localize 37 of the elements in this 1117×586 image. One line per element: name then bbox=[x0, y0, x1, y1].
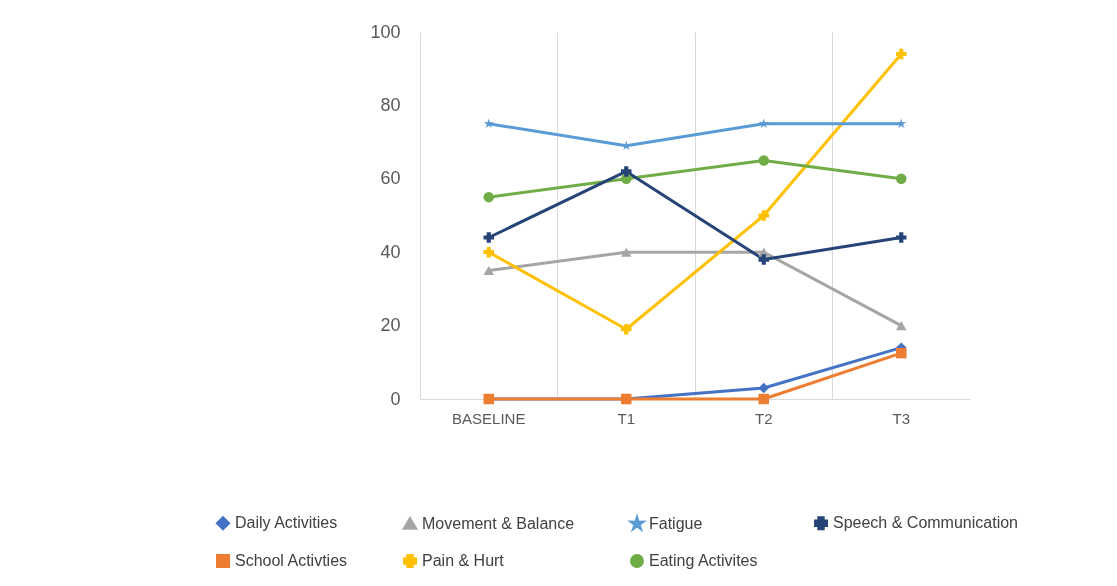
legend-label: Pain & Hurt bbox=[422, 552, 505, 569]
x-tick-label: T2 bbox=[754, 409, 773, 427]
point bbox=[483, 118, 494, 128]
y-tick-label: 100 bbox=[370, 21, 401, 42]
legend-label: Eating Activites bbox=[649, 552, 758, 569]
point bbox=[896, 232, 907, 243]
y-tick-label: 80 bbox=[380, 94, 401, 115]
point bbox=[483, 246, 494, 258]
legend-label: Daily Activities bbox=[235, 514, 338, 532]
point bbox=[758, 393, 769, 405]
point bbox=[621, 247, 632, 257]
point bbox=[483, 232, 494, 243]
point bbox=[896, 48, 907, 60]
point bbox=[758, 210, 769, 221]
legend-label: Speech & Communication bbox=[833, 514, 1018, 532]
point bbox=[483, 191, 494, 203]
point bbox=[896, 173, 907, 185]
point bbox=[621, 166, 632, 177]
point bbox=[758, 254, 769, 265]
legend-label: Fatigue bbox=[649, 514, 703, 532]
point bbox=[758, 155, 769, 166]
y-tick-label: 60 bbox=[380, 168, 401, 189]
x-tick-label: T3 bbox=[892, 409, 911, 427]
y-tick-label: 40 bbox=[380, 241, 401, 262]
point bbox=[896, 321, 907, 331]
x-tick-label: T1 bbox=[617, 409, 636, 427]
point bbox=[621, 324, 632, 335]
y-tick-label: 20 bbox=[380, 315, 401, 336]
point bbox=[896, 347, 907, 359]
y-tick-label: 0 bbox=[390, 388, 401, 409]
legend-label: School Activties bbox=[235, 552, 348, 569]
legend-label: Movement & Balance bbox=[422, 514, 575, 532]
point bbox=[896, 118, 907, 128]
point bbox=[758, 118, 769, 128]
x-tick-label: BASELINE bbox=[452, 409, 526, 427]
point bbox=[758, 382, 769, 394]
point bbox=[483, 266, 494, 276]
